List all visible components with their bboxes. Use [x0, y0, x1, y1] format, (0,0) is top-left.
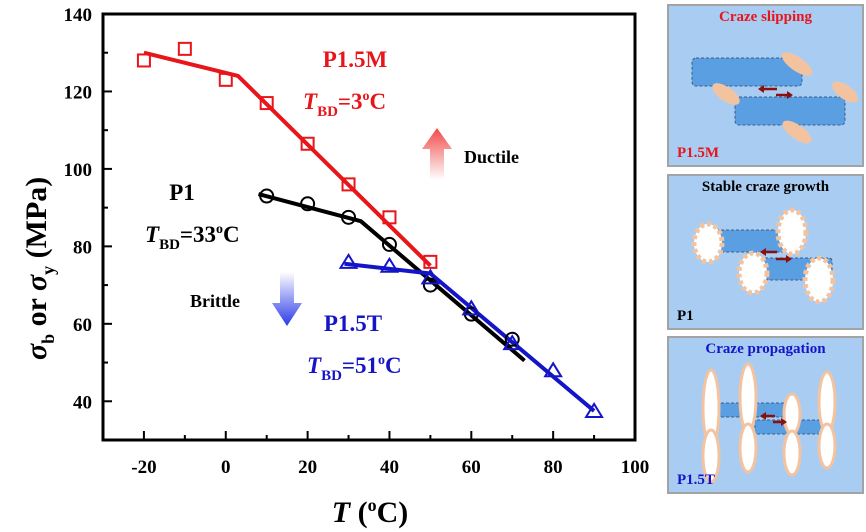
panel-label: P1.5T: [677, 472, 715, 488]
y-tick-label: 120: [64, 82, 93, 103]
series-label-p1: P1: [169, 180, 195, 205]
data-point-p15m: [423, 254, 438, 269]
panel-title: Craze propagation: [705, 341, 826, 357]
data-point-p1: [504, 331, 520, 347]
tbd-label-p15m: TBD=3oC: [303, 89, 386, 120]
series-line-p1: [257, 192, 526, 363]
data-point-p15m: [259, 96, 274, 111]
series-label-p15m: P1.5M: [323, 47, 388, 72]
x-tick-label: 0: [221, 457, 231, 478]
data-point-p1: [422, 277, 438, 293]
panel-stable-craze-growth: Stable craze growth P1: [667, 174, 864, 330]
data-point-p1: [300, 196, 316, 212]
chart: -20 0 20 40 60 80 100 40 60 80 100 120 140 T (oC) σb …: [20, 5, 650, 529]
data-point-p15m: [341, 177, 356, 192]
ductile-label: Ductile: [464, 147, 519, 167]
data-point-p15m: [218, 72, 233, 87]
plot-frame: [101, 12, 637, 442]
data-point-p1: [381, 236, 397, 252]
data-point-p15m: [177, 41, 192, 56]
data-point-p1: [341, 209, 357, 225]
series-label-p15t: P1.5T: [324, 311, 382, 336]
data-point-p15t: [379, 256, 400, 273]
data-point-p15m: [300, 136, 315, 151]
stable-craze-growth-illustration: [691, 207, 836, 305]
y-tick-label: 80: [73, 237, 92, 258]
ductile-arrow-icon: [422, 128, 452, 180]
brittle-label: Brittle: [190, 291, 240, 311]
craze-slipping-illustration: [691, 52, 858, 144]
brittle-arrow-icon: [272, 272, 302, 326]
data-point-p15t: [420, 268, 441, 285]
series-line-p15t: [344, 261, 596, 413]
tbd-label-p1: TBD=33oC: [145, 222, 240, 253]
y-axis-title: σb or σy (MPa): [20, 177, 58, 360]
data-point-p15m: [136, 53, 151, 68]
data-point-p15t: [461, 299, 482, 316]
data-point-p15t: [543, 361, 563, 378]
x-tick-label: 100: [621, 457, 650, 478]
x-axis-title: T (oC): [332, 495, 408, 529]
x-tick-label: 80: [544, 457, 563, 478]
panel-title: Stable craze growth: [701, 179, 830, 195]
tbd-label-p15t: TBD=51oC: [307, 353, 402, 384]
craze-propagation-illustration: [701, 362, 837, 484]
y-tick-label: 100: [64, 160, 93, 181]
y-tick-label: 60: [73, 315, 92, 336]
panel-label: P1.5M: [677, 145, 720, 161]
data-point-p15t: [338, 252, 359, 269]
x-tick-label: 60: [462, 457, 481, 478]
panel-label: P1: [677, 308, 694, 324]
x-tick-label: 40: [380, 457, 399, 478]
data-point-p15t: [584, 402, 604, 418]
y-tick-label: 40: [73, 392, 92, 413]
y-tick-label: 140: [64, 5, 93, 26]
data-point-p15t: [502, 334, 523, 351]
x-tick-label: -20: [131, 457, 156, 478]
data-point-p1: [259, 188, 275, 204]
panel-craze-propagation: Craze propagation P1.5T: [667, 336, 864, 494]
panel-craze-slipping: Craze slipping P1.5M: [667, 4, 864, 167]
data-point-p15m: [382, 210, 397, 225]
x-tick-label: 20: [298, 457, 317, 478]
panel-title: Craze slipping: [719, 9, 812, 25]
series-line-p15m: [143, 50, 432, 268]
